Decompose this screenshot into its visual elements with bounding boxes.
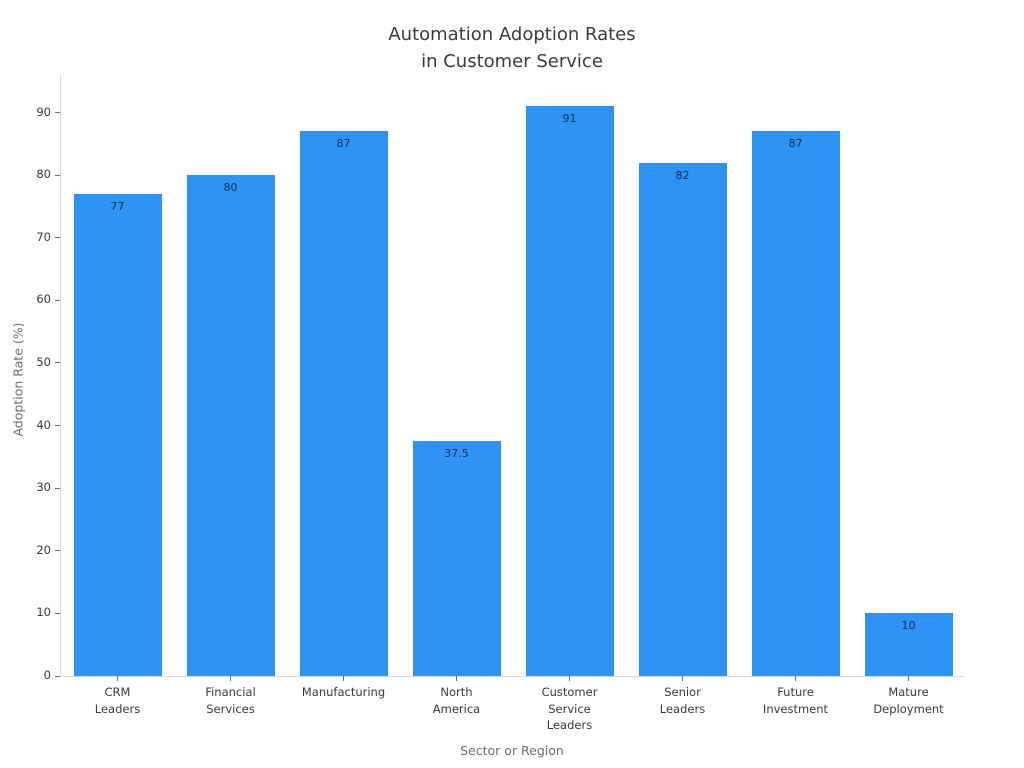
x-tick-mark xyxy=(343,676,344,681)
x-tick-mark xyxy=(569,676,570,681)
y-tick-label: 20 xyxy=(36,542,51,557)
x-tick-label: Financial Services xyxy=(205,685,256,716)
bar xyxy=(73,193,162,676)
x-tick-mark xyxy=(908,676,909,681)
y-tick-mark xyxy=(55,362,60,364)
bar-value-label: 37.5 xyxy=(444,447,469,461)
y-tick-label: 70 xyxy=(36,229,51,244)
y-tick-label: 30 xyxy=(36,480,51,495)
bar-value-label: 82 xyxy=(675,168,690,182)
y-tick-mark xyxy=(55,299,60,301)
x-tick-label: CRM Leaders xyxy=(94,685,141,716)
bar xyxy=(864,613,953,676)
x-tick-label: Manufacturing xyxy=(301,685,386,699)
bar-value-label: 87 xyxy=(788,137,803,151)
y-tick-mark xyxy=(55,112,60,114)
y-tick-mark xyxy=(55,675,60,677)
y-tick-mark xyxy=(55,174,60,176)
plot-area: 0 10 20 30 40 50 60 70 80 90 77 CRM Leaders 80 Financ… xyxy=(36,75,965,732)
y-tick-mark xyxy=(55,237,60,239)
y-tick-mark xyxy=(55,612,60,614)
x-tick-label: Future Investment xyxy=(762,685,829,716)
y-tick-label: 0 xyxy=(43,668,51,682)
y-axis-title: Adoption Rate (%) xyxy=(10,322,26,437)
x-tick-mark xyxy=(456,676,457,681)
x-tick-label: Mature Deployment xyxy=(873,685,944,716)
y-tick-mark xyxy=(55,487,60,489)
x-axis-title: Sector or Region xyxy=(460,743,564,758)
bar-value-label: 87 xyxy=(336,137,351,151)
x-tick-mark xyxy=(682,676,683,681)
x-tick-mark xyxy=(795,676,796,681)
bar xyxy=(525,106,614,676)
bar-value-label: 91 xyxy=(562,112,577,126)
x-tick-label: Customer Service Leaders xyxy=(541,685,598,732)
chart-title: Automation Adoption Rates in Customer Se… xyxy=(388,24,636,72)
bar-value-label: 77 xyxy=(110,199,125,213)
bar xyxy=(412,441,501,676)
bar-value-label: 10 xyxy=(901,619,916,633)
y-tick-mark xyxy=(55,550,60,552)
y-tick-label: 90 xyxy=(36,104,51,119)
x-tick-label: North America xyxy=(432,685,481,716)
bar xyxy=(751,131,840,676)
x-tick-mark xyxy=(117,676,118,681)
y-tick-label: 40 xyxy=(36,417,51,432)
x-tick-mark xyxy=(230,676,231,681)
bar xyxy=(186,175,275,676)
bar xyxy=(299,131,388,676)
x-tick-label: Senior Leaders xyxy=(659,685,706,716)
y-tick-mark xyxy=(55,425,60,427)
bar-value-label: 80 xyxy=(223,181,238,195)
bar xyxy=(638,162,727,676)
y-tick-label: 50 xyxy=(36,354,51,369)
y-tick-label: 80 xyxy=(36,167,51,182)
y-tick-label: 10 xyxy=(36,605,51,620)
y-tick-label: 60 xyxy=(36,292,51,307)
